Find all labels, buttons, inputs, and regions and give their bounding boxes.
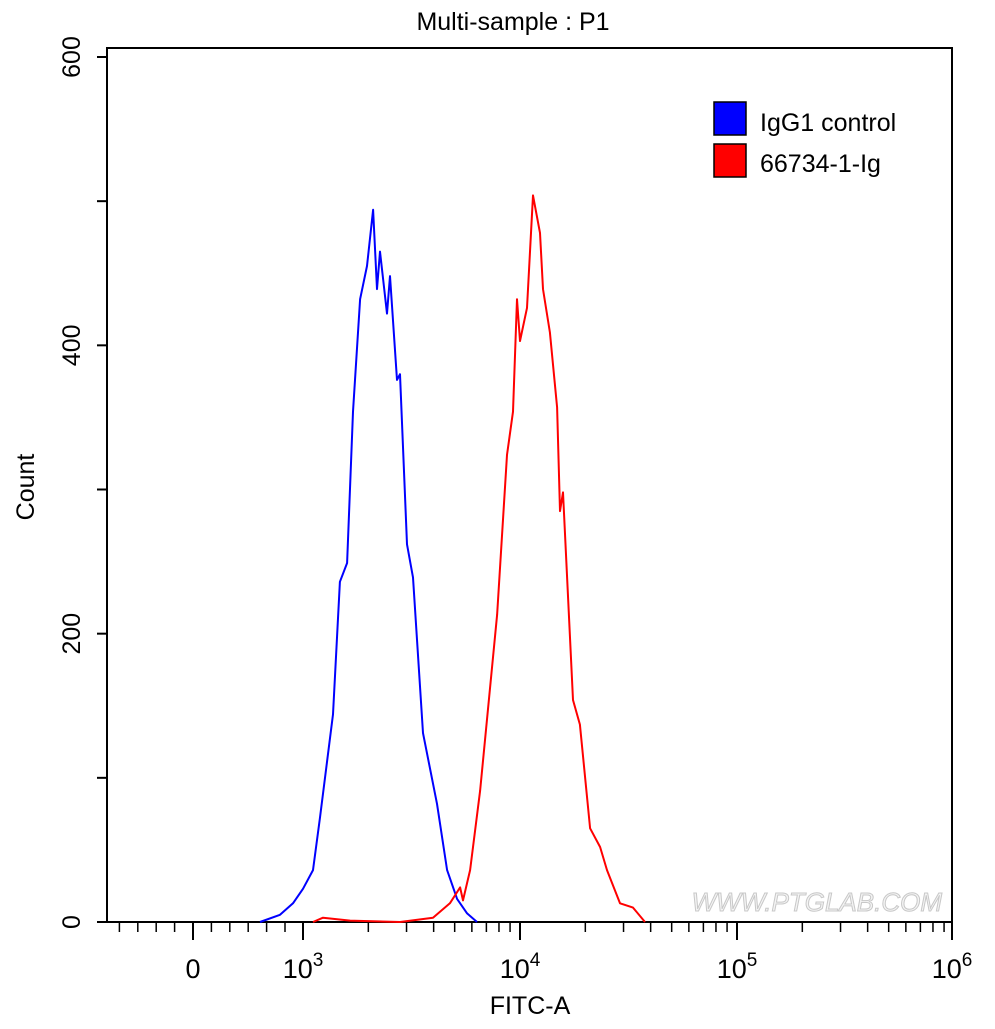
legend-swatch-66734-1-ig bbox=[713, 143, 747, 178]
x-axis-label: FITC-A bbox=[490, 992, 571, 1020]
watermark: WWW.PTGLAB.COM bbox=[692, 887, 943, 917]
x-tick-base: 0 bbox=[185, 954, 200, 984]
y-tick-label: 400 bbox=[58, 324, 86, 366]
x-tick-base: 10 bbox=[717, 954, 747, 984]
x-tick-exponent: 4 bbox=[530, 950, 541, 971]
x-tick-base: 10 bbox=[283, 954, 313, 984]
x-tick-label: 106 bbox=[932, 950, 973, 984]
x-tick-exponent: 5 bbox=[747, 950, 758, 971]
legend-label-igg1-control: IgG1 control bbox=[760, 109, 896, 137]
y-tick-label: 0 bbox=[58, 915, 86, 929]
x-tick-label: 0 bbox=[185, 954, 200, 984]
x-tick-base: 10 bbox=[932, 954, 962, 984]
chart-title: Multi-sample : P1 bbox=[416, 8, 609, 36]
legend-label-66734-1-ig: 66734-1-Ig bbox=[760, 150, 881, 178]
x-tick-base: 10 bbox=[500, 954, 530, 984]
plot-frame bbox=[106, 47, 953, 923]
series-line-igg1-control bbox=[259, 208, 478, 923]
y-tick-label: 600 bbox=[58, 36, 86, 78]
x-tick-label: 103 bbox=[283, 950, 324, 984]
y-tick-label: 200 bbox=[58, 613, 86, 655]
y-axis-label: Count bbox=[12, 454, 40, 521]
x-tick-exponent: 3 bbox=[313, 950, 324, 971]
x-tick-exponent: 6 bbox=[962, 950, 973, 971]
legend: IgG1 control 66734-1-Ig bbox=[713, 101, 896, 178]
legend-swatch-igg1-control bbox=[713, 101, 747, 136]
series-line-66734-1-ig bbox=[312, 194, 646, 923]
x-tick-label: 104 bbox=[500, 950, 541, 984]
x-tick-label: 105 bbox=[717, 950, 758, 984]
